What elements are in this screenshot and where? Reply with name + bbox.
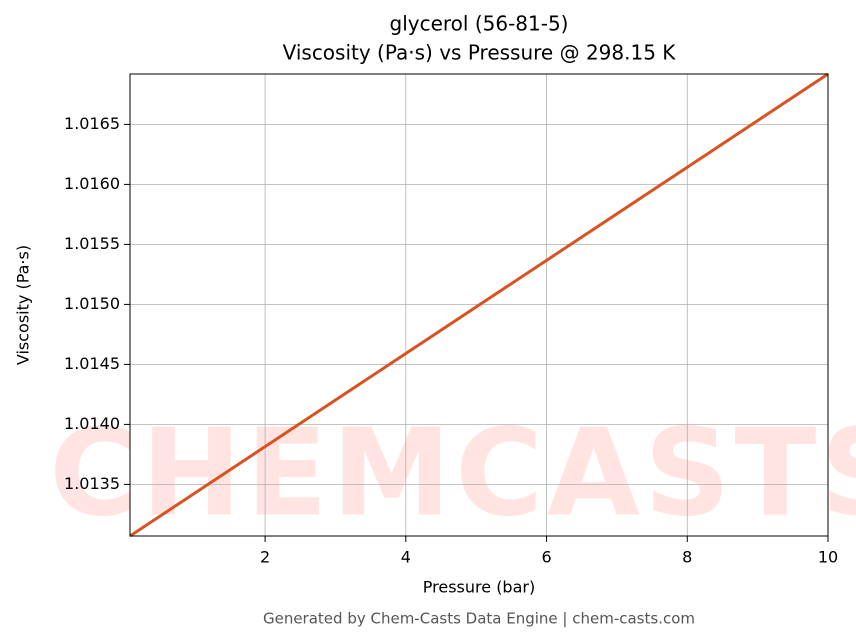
- y-tick-label: 1.0150: [64, 294, 120, 313]
- y-tick-label: 1.0135: [64, 474, 120, 493]
- footer: Generated by Chem-Casts Data Engine | ch…: [263, 610, 695, 628]
- line: [129, 72, 829, 538]
- x-axis-label: Pressure (bar): [423, 578, 535, 597]
- x-tick-label: 8: [682, 548, 692, 567]
- y-tick-label: 1.0155: [64, 234, 120, 253]
- x-tick-label: 2: [260, 548, 270, 567]
- watermark: CHEMCASTS: [49, 405, 856, 544]
- y-tick-label: 1.0145: [64, 354, 120, 373]
- x-tick-label: 4: [401, 548, 411, 567]
- y-tick-label: 1.0165: [64, 114, 120, 133]
- y-tick-label: 1.0160: [64, 174, 120, 193]
- y-axis-label: Viscosity (Pa·s): [14, 245, 33, 365]
- plot-frame: [129, 73, 829, 537]
- x-tick-label: 10: [818, 548, 838, 567]
- x-tick-label: 6: [541, 548, 551, 567]
- y-tick-label: 1.0140: [64, 414, 120, 433]
- chart-subtitle: Viscosity (Pa·s) vs Pressure @ 298.15 K: [283, 41, 677, 65]
- chart-title: glycerol (56-81-5): [390, 12, 569, 36]
